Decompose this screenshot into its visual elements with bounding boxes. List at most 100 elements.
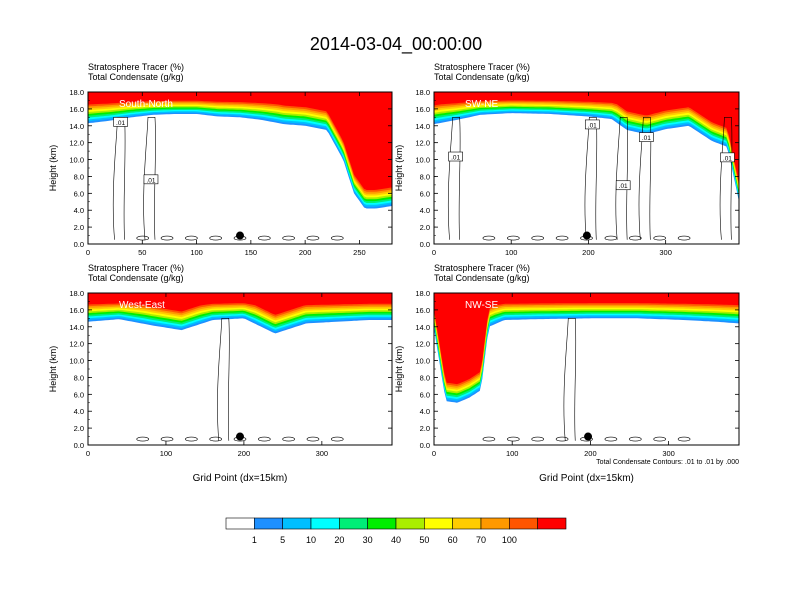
- xtick-label: 150: [245, 248, 258, 257]
- contour-plume: [615, 117, 629, 240]
- colorbar-label: 60: [448, 535, 458, 545]
- ytick-label: 6.0: [74, 390, 84, 399]
- ytick-label: 6.0: [74, 189, 84, 198]
- colorbar-label: 40: [391, 535, 401, 545]
- contour-low-cloud: [628, 235, 642, 241]
- contour-low-cloud: [258, 235, 271, 241]
- ytick-label: 16.0: [415, 105, 430, 114]
- contour-plume: [584, 117, 598, 240]
- panel-title-condensate: Total Condensate (g/kg): [88, 273, 184, 283]
- contour-footnote: Total Condensate Contours: .01 to .01 by…: [596, 459, 739, 466]
- ytick-label: 12.0: [415, 340, 430, 349]
- tracer-field: [88, 92, 392, 209]
- ytick-label: 0.0: [420, 441, 430, 450]
- tracer-field: [434, 293, 739, 403]
- colorbar: 1 5 10 20 30 40 50 60 70 100: [225, 517, 567, 545]
- ytick-label: 16.0: [415, 306, 430, 315]
- colorbar-label: 20: [334, 535, 344, 545]
- ytick-label: 18.0: [69, 88, 84, 97]
- ytick-label: 12.0: [415, 139, 430, 148]
- ytick-label: 6.0: [420, 390, 430, 399]
- panel-south-north: Stratosphere Tracer (%)Total Condensate …: [48, 62, 393, 257]
- colorbar-swatch: [254, 517, 283, 530]
- contour-low-cloud: [506, 436, 520, 442]
- xtick-label: 200: [584, 449, 597, 458]
- location-marker: [582, 231, 591, 240]
- contour-plume: [217, 318, 230, 441]
- colorbar-label: 100: [502, 535, 517, 545]
- xtick-label: 100: [190, 248, 203, 257]
- ytick-label: 4.0: [74, 407, 84, 416]
- contour-low-cloud: [185, 436, 198, 442]
- colorbar-swatch: [310, 517, 340, 530]
- contour-label-box: [720, 152, 735, 163]
- contour-low-cloud: [258, 436, 271, 442]
- xtick-label: 200: [299, 248, 312, 257]
- panel-sw-ne: Stratosphere Tracer (%)Total Condensate …: [394, 62, 740, 257]
- tracer-band-3: [434, 92, 739, 189]
- contour-label-box: [615, 180, 631, 191]
- x-axis-label: Grid Point (dx=15km): [539, 473, 634, 484]
- condensate-contours: [482, 318, 691, 442]
- xtick-label: 300: [659, 248, 672, 257]
- contour-low-cloud: [555, 436, 569, 442]
- xtick-label: 0: [86, 248, 90, 257]
- contour-low-cloud: [677, 436, 691, 442]
- ytick-label: 18.0: [415, 289, 430, 298]
- xtick-label: 200: [582, 248, 595, 257]
- panels: Stratosphere Tracer (%)Total Condensate …: [48, 62, 740, 484]
- ytick-label: 16.0: [69, 306, 84, 315]
- contour-label: .01: [723, 155, 732, 162]
- contour-label: .01: [146, 177, 155, 184]
- xtick-label: 0: [86, 449, 90, 458]
- ytick-label: 8.0: [420, 172, 430, 181]
- colorbar-label: 5: [280, 535, 285, 545]
- contour-plume: [719, 117, 733, 240]
- contour-label-box: [639, 132, 654, 142]
- panel-title-condensate: Total Condensate (g/kg): [88, 72, 184, 82]
- tracer-band-0: [434, 92, 739, 184]
- ytick-label: 10.0: [415, 156, 430, 165]
- ytick-label: 0.0: [74, 441, 84, 450]
- panel-label: West-East: [119, 300, 165, 311]
- ytick-label: 10.0: [415, 357, 430, 366]
- ytick-label: 2.0: [74, 223, 84, 232]
- ytick-label: 0.0: [420, 240, 430, 249]
- panel-title-condensate: Total Condensate (g/kg): [434, 273, 530, 283]
- xtick-label: 300: [316, 449, 329, 458]
- ytick-label: 8.0: [420, 373, 430, 382]
- contour-low-cloud: [185, 235, 198, 241]
- contour-label-box: [113, 117, 128, 127]
- panel-nw-se: Stratosphere Tracer (%)Total Condensate …: [394, 263, 740, 484]
- colorbar-swatch: [225, 517, 255, 530]
- colorbar-swatch: [537, 517, 567, 530]
- ytick-label: 10.0: [69, 156, 84, 165]
- contour-low-cloud: [306, 235, 320, 241]
- y-axis-label: Height (km): [48, 346, 58, 393]
- contour-label: .01: [642, 135, 651, 142]
- contour-low-cloud: [604, 436, 618, 442]
- contour-low-cloud: [653, 235, 667, 241]
- contour-low-cloud: [136, 436, 150, 442]
- contour-label: .01: [588, 122, 597, 129]
- contour-low-cloud: [482, 436, 496, 442]
- ytick-label: 4.0: [420, 206, 430, 215]
- colorbar-swatch: [424, 517, 453, 530]
- tracer-band-0: [434, 293, 739, 385]
- location-marker: [236, 231, 244, 240]
- contour-low-cloud: [677, 235, 691, 241]
- contour-low-cloud: [531, 235, 545, 241]
- contour-low-cloud: [604, 235, 618, 241]
- ytick-label: 4.0: [74, 206, 84, 215]
- contour-plume: [563, 318, 577, 441]
- ytick-label: 0.0: [74, 240, 84, 249]
- contour-low-cloud: [330, 436, 344, 442]
- contour-low-cloud: [160, 235, 174, 241]
- panel-label: South-North: [119, 99, 173, 110]
- colorbar-label: 70: [476, 535, 486, 545]
- colorbar-label: 30: [363, 535, 373, 545]
- contour-low-cloud: [531, 436, 545, 442]
- contour-low-cloud: [330, 235, 344, 241]
- ytick-label: 18.0: [415, 88, 430, 97]
- y-axis-label: Height (km): [394, 145, 404, 192]
